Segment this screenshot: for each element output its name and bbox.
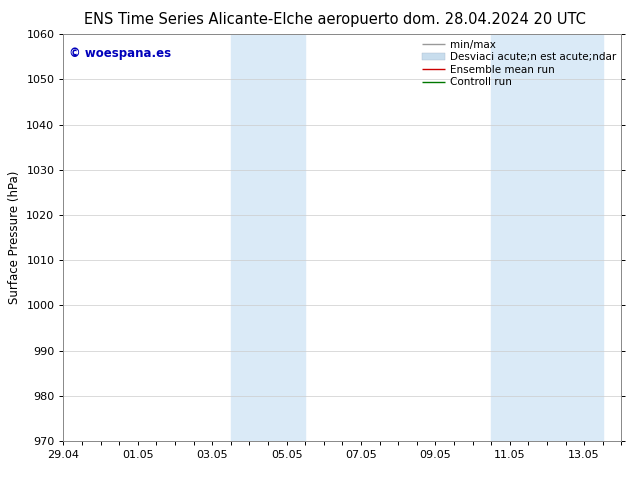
- Bar: [231, 34, 305, 441]
- Text: © woespana.es: © woespana.es: [69, 47, 171, 59]
- Bar: [491, 34, 603, 441]
- Legend: min/max, Desviaci acute;n est acute;ndar, Ensemble mean run, Controll run: min/max, Desviaci acute;n est acute;ndar…: [420, 37, 618, 89]
- Text: dom. 28.04.2024 20 UTC: dom. 28.04.2024 20 UTC: [403, 12, 586, 27]
- Text: ENS Time Series Alicante-Elche aeropuerto: ENS Time Series Alicante-Elche aeropuert…: [84, 12, 398, 27]
- Y-axis label: Surface Pressure (hPa): Surface Pressure (hPa): [8, 171, 21, 304]
